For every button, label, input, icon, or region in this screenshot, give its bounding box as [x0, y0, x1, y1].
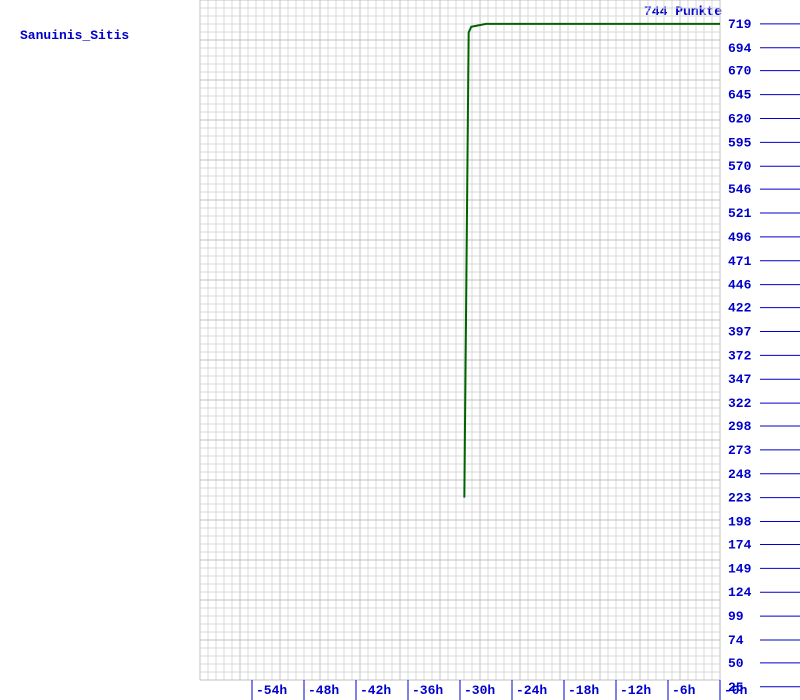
svg-text:174: 174: [728, 537, 752, 552]
svg-text:-0h: -0h: [724, 683, 748, 698]
svg-text:99: 99: [728, 609, 744, 624]
svg-text:670: 670: [728, 64, 752, 79]
svg-text:-12h: -12h: [620, 683, 651, 698]
svg-text:-54h: -54h: [256, 683, 287, 698]
svg-text:248: 248: [728, 467, 752, 482]
svg-text:397: 397: [728, 324, 751, 339]
chart-container: Sanuinis_Sitis 744 Punkte 71969467064562…: [0, 0, 800, 700]
svg-text:298: 298: [728, 419, 752, 434]
svg-text:50: 50: [728, 656, 744, 671]
points-chart: 719 694 670 645 620 595 570 546 521 496 471 446 422 3…: [0, 0, 800, 700]
svg-text:471: 471: [728, 254, 752, 269]
svg-text:719: 719: [728, 17, 752, 32]
svg-text:-24h: -24h: [516, 683, 547, 698]
svg-text:-18h: -18h: [568, 683, 599, 698]
svg-text:347: 347: [728, 372, 751, 387]
svg-text:-42h: -42h: [360, 683, 391, 698]
svg-text:546: 546: [728, 182, 752, 197]
svg-text:595: 595: [728, 135, 752, 150]
svg-text:372: 372: [728, 348, 752, 363]
svg-text:521: 521: [728, 206, 752, 221]
svg-text:446: 446: [728, 278, 752, 293]
svg-text:-30h: -30h: [464, 683, 495, 698]
svg-text:-48h: -48h: [308, 683, 339, 698]
svg-text:645: 645: [728, 88, 752, 103]
svg-text:198: 198: [728, 515, 752, 530]
svg-text:124: 124: [728, 585, 752, 600]
svg-text:620: 620: [728, 111, 752, 126]
svg-text:496: 496: [728, 230, 752, 245]
svg-text:74: 74: [728, 633, 744, 648]
svg-text:273: 273: [728, 443, 752, 458]
svg-text:-6h: -6h: [672, 683, 696, 698]
svg-text:422: 422: [728, 301, 752, 316]
svg-text:149: 149: [728, 561, 752, 576]
svg-text:570: 570: [728, 159, 752, 174]
svg-text:694: 694: [728, 41, 752, 56]
svg-text:223: 223: [728, 491, 752, 506]
svg-text:322: 322: [728, 396, 752, 411]
svg-text:-36h: -36h: [412, 683, 443, 698]
